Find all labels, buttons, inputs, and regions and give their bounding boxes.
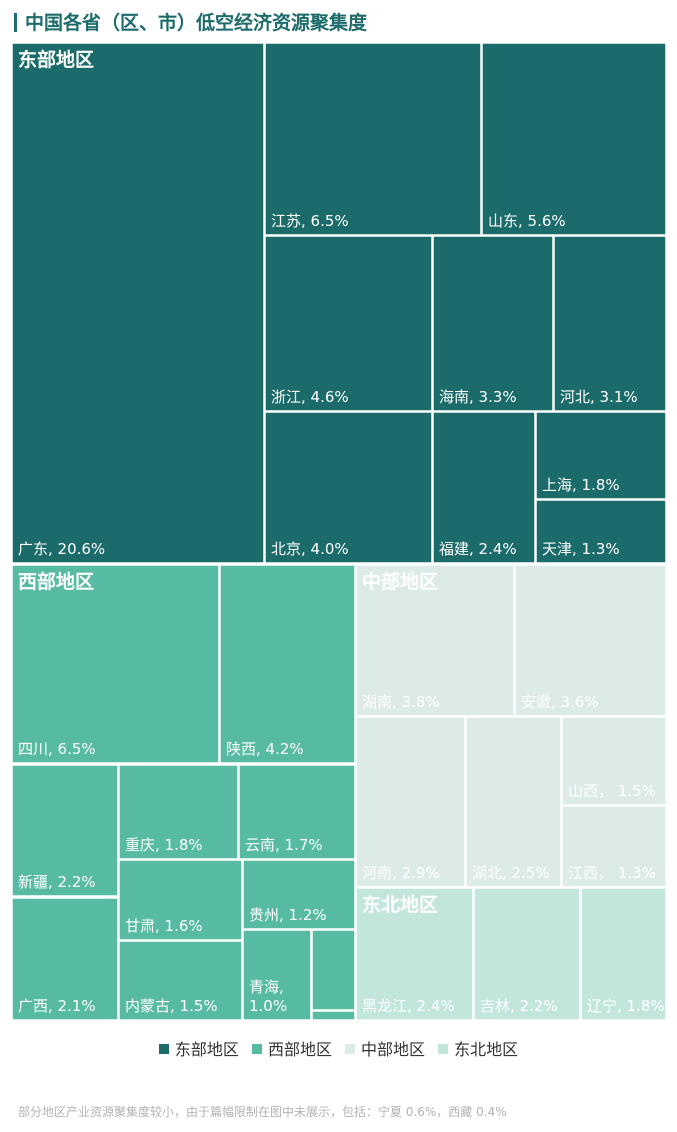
treemap-label-central-4: 湖北, 2.5% (472, 864, 550, 882)
legend-item-west: 西部地区 (251, 1036, 332, 1060)
treemap-group-label-west: 西部地区 (18, 570, 94, 593)
treemap-cell-west-7 (118, 859, 243, 941)
treemap-label-northeast-3: 辽宁, 1.8% (587, 997, 665, 1015)
chart-legend: 东部地区 西部地区 中部地区 东北地区 (0, 1036, 677, 1060)
treemap-cell-central-5 (561, 716, 667, 806)
chart-title-text: 中国各省（区、市）低空经济资源聚集度 (25, 12, 368, 34)
treemap-label-northeast-1: 黑龙江, 2.4% (362, 997, 455, 1015)
treemap-group-east: 广东, 20.6% 江苏, 6.5% 山东, 5.6% 浙江, 4.6% 海南, 3.3… (11, 42, 667, 564)
treemap-cell-east-9 (432, 411, 536, 564)
treemap-cell-west-6 (11, 897, 119, 1021)
legend-label-central: 中部地区 (361, 1040, 426, 1059)
treemap-cell-west-9 (118, 940, 243, 1021)
treemap-label-west-9: 内蒙古, 1.5% (125, 997, 218, 1015)
treemap-group-west: 四川, 6.5% 陕西, 4.2% 新疆, 2.2% 重庆, 1.8% 云南, 1.7%… (11, 564, 356, 1021)
treemap-group-northeast: 黑龙江, 2.4% 吉林, 2.2% 辽宁, 1.8% 东北地区 (355, 887, 667, 1021)
treemap-label-northeast-2: 吉林, 2.2% (480, 997, 558, 1015)
treemap-label-east-5: 海南, 3.3% (439, 388, 517, 406)
treemap-cell-east-4 (264, 235, 433, 412)
treemap-cell-west-5 (238, 764, 356, 860)
treemap-cell-central-3 (355, 716, 466, 888)
treemap-label-central-2: 安徽, 3.6% (521, 693, 599, 711)
treemap-cell-east-6 (553, 235, 667, 412)
treemap-cell-northeast-2 (473, 887, 581, 1021)
legend-item-east: 东部地区 (158, 1036, 239, 1060)
footnote: 部分地区产业资源聚集度较小，由于篇幅限制在图中未展示，包括：宁夏 0.6%，西藏… (18, 1105, 507, 1119)
treemap-cell-east-2 (264, 42, 482, 236)
treemap-label-east-10: 天津, 1.3% (542, 540, 620, 558)
treemap-cell-west-4 (118, 764, 239, 860)
treemap-label-west-10: 青海, 1.0% (249, 978, 287, 1015)
treemap-label-east-8: 北京, 4.0% (271, 540, 349, 558)
chart-title: 中国各省（区、市）低空经济资源聚集度 (14, 8, 367, 35)
treemap-cell-central-1 (355, 564, 515, 717)
legend-swatch-west (251, 1044, 262, 1054)
treemap-label-east-9: 福建, 2.4% (439, 540, 517, 558)
legend-label-west: 西部地区 (267, 1040, 332, 1059)
treemap-label-west-8: 贵州, 1.2% (249, 906, 327, 924)
treemap-chart: 广东, 20.6% 江苏, 6.5% 山东, 5.6% 浙江, 4.6% 海南, 3.3… (11, 42, 667, 1021)
treemap-group-label-east: 东部地区 (18, 48, 94, 71)
treemap-label-central-1: 湖南, 3.8% (362, 693, 440, 711)
treemap-cell-east-10 (535, 499, 667, 564)
treemap-cell-east-7 (535, 411, 667, 500)
treemap-group-label-northeast: 东北地区 (362, 893, 438, 916)
treemap-label-west-4: 重庆, 1.8% (125, 836, 203, 854)
treemap-label-central-5: 山西， 1.5% (568, 782, 656, 800)
legend-item-central: 中部地区 (345, 1036, 425, 1060)
treemap-label-west-2: 陕西, 4.2% (226, 740, 304, 758)
treemap-cell-central-2 (514, 564, 667, 717)
treemap-label-central-3: 河南, 2.9% (362, 864, 440, 882)
legend-swatch-central (345, 1044, 356, 1054)
legend-swatch-northeast (438, 1044, 449, 1054)
treemap-label-east-3: 山东, 5.6% (488, 212, 566, 230)
treemap-cell-west-11 (311, 929, 356, 1011)
treemap-cell-northeast-3 (580, 887, 667, 1021)
treemap-cell-west-12 (311, 1010, 356, 1021)
treemap-group-central: 湖南, 3.8% 安徽, 3.6% 河南, 2.9% 湖北, 2.5% 山西， 1.5%… (355, 564, 667, 888)
treemap-cell-east-8 (264, 411, 433, 564)
treemap-label-west-7: 甘肃, 1.6% (125, 917, 203, 935)
treemap-cell-west-8 (242, 859, 356, 930)
treemap-cell-west-2 (219, 564, 356, 764)
treemap-cell-central-6 (561, 805, 667, 888)
treemap-label-west-3: 新疆, 2.2% (18, 873, 96, 891)
legend-label-northeast: 东北地区 (454, 1040, 519, 1059)
treemap-cell-east-3 (481, 42, 667, 236)
treemap-cell-east-1 (11, 42, 265, 564)
treemap-label-east-4: 浙江, 4.6% (271, 388, 349, 406)
treemap-label-central-6: 江西， 1.3% (568, 864, 656, 882)
title-accent-bar (14, 13, 17, 32)
treemap-cell-west-10 (242, 929, 312, 1021)
treemap-cell-east-5 (432, 235, 554, 412)
treemap-cell-northeast-1 (355, 887, 474, 1021)
treemap-cell-west-1 (11, 564, 220, 764)
treemap-label-east-2: 江苏, 6.5% (271, 212, 349, 230)
treemap-cell-west-3 (11, 764, 119, 897)
treemap-label-east-1: 广东, 20.6% (18, 540, 105, 558)
treemap-label-east-7: 上海, 1.8% (542, 476, 620, 494)
legend-label-east: 东部地区 (174, 1040, 239, 1059)
treemap-label-east-6: 河北, 3.1% (560, 388, 638, 406)
treemap-group-label-central: 中部地区 (362, 570, 438, 593)
legend-swatch-east (158, 1044, 169, 1054)
legend-item-northeast: 东北地区 (438, 1036, 518, 1060)
treemap-label-west-1: 四川, 6.5% (18, 740, 96, 758)
treemap-cell-central-4 (465, 716, 562, 888)
treemap-label-west-5: 云南, 1.7% (245, 836, 323, 854)
treemap-label-west-6: 广西, 2.1% (18, 997, 96, 1015)
